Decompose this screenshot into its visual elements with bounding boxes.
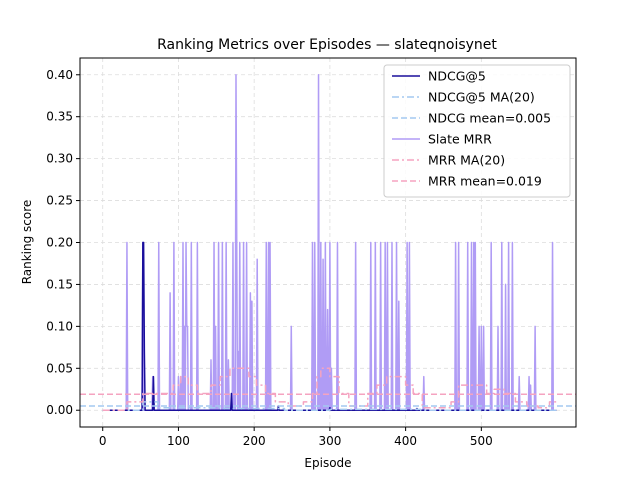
y-tick-label: 0.10	[46, 319, 73, 333]
chart-title: Ranking Metrics over Episodes — slateqno…	[157, 37, 497, 53]
x-tick-label: 500	[470, 434, 493, 448]
legend-label: Slate MRR	[428, 132, 492, 147]
legend-label: MRR MA(20)	[428, 153, 505, 168]
x-tick-label: 300	[318, 434, 341, 448]
legend-label: NDCG@5	[428, 69, 486, 84]
y-tick-label: 0.15	[46, 277, 73, 291]
y-tick-label: 0.00	[46, 403, 73, 417]
legend: NDCG@5 NDCG@5 MA(20) NDCG mean=0.005 Slate …	[384, 65, 570, 197]
x-axis-label: Episode	[304, 456, 351, 470]
y-tick-label: 0.40	[46, 68, 73, 82]
x-tick-label: 400	[394, 434, 417, 448]
x-tick-label: 0	[99, 434, 107, 448]
y-tick-label: 0.30	[46, 152, 73, 166]
x-tick-label: 200	[243, 434, 266, 448]
legend-label: NDCG@5 MA(20)	[428, 90, 535, 105]
y-tick-label: 0.35	[46, 110, 73, 124]
y-tick-label: 0.25	[46, 194, 73, 208]
x-tick-label: 100	[167, 434, 190, 448]
y-tick-label: 0.05	[46, 361, 73, 375]
y-tick-label: 0.20	[46, 236, 73, 250]
legend-label: MRR mean=0.019	[428, 174, 542, 189]
legend-label: NDCG mean=0.005	[428, 111, 551, 126]
y-axis-label: Ranking score	[20, 200, 34, 285]
